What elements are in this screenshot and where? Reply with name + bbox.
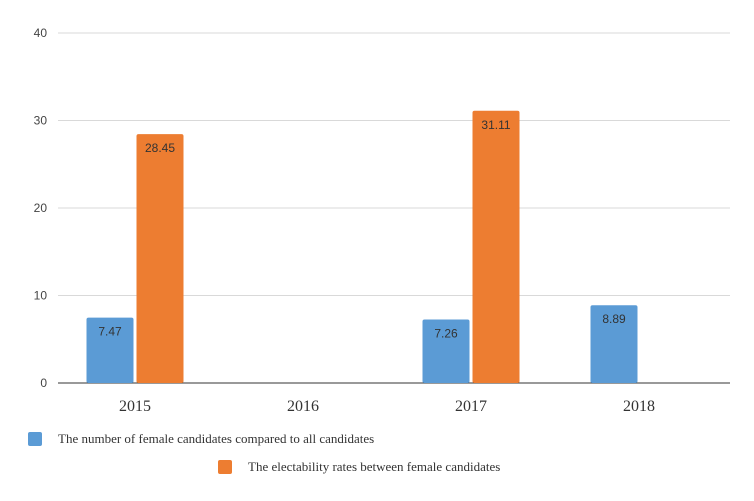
legend-label-series-2: The electability rates between female ca… bbox=[248, 459, 501, 474]
x-tick-label: 2018 bbox=[623, 398, 655, 415]
bar-1-2018 bbox=[590, 305, 638, 383]
bars: 7.47 28.45 7.26 31.11 8.89 bbox=[86, 110, 638, 383]
data-label: 8.89 bbox=[602, 312, 626, 326]
x-axis-ticks: 2015 2016 2017 2018 bbox=[119, 398, 655, 415]
legend-swatch-series-1 bbox=[28, 432, 42, 446]
legend-item-series-1: The number of female candidates compared… bbox=[28, 431, 374, 447]
y-tick-label: 0 bbox=[40, 376, 47, 390]
y-tick-label: 20 bbox=[34, 201, 48, 215]
legend-label-series-1: The number of female candidates compared… bbox=[58, 431, 375, 446]
legend-item-series-2: The electability rates between female ca… bbox=[218, 459, 500, 475]
bar-1-2017 bbox=[422, 319, 470, 383]
data-label: 28.45 bbox=[145, 141, 175, 155]
bar-1-2015 bbox=[86, 317, 134, 383]
x-tick-label: 2017 bbox=[455, 398, 487, 415]
data-label: 7.26 bbox=[434, 326, 458, 340]
bar-2-2015 bbox=[136, 134, 184, 383]
y-tick-label: 30 bbox=[34, 114, 48, 128]
data-label: 31.11 bbox=[481, 118, 510, 132]
y-tick-label: 10 bbox=[34, 289, 48, 303]
bar-2-2017 bbox=[472, 110, 520, 383]
legend-swatch-series-2 bbox=[218, 460, 232, 474]
x-tick-label: 2016 bbox=[287, 398, 319, 415]
y-axis-ticks: 0 10 20 30 40 bbox=[34, 26, 48, 390]
y-tick-label: 40 bbox=[34, 26, 48, 40]
x-tick-label: 2015 bbox=[119, 398, 151, 415]
data-label: 7.47 bbox=[98, 325, 122, 339]
